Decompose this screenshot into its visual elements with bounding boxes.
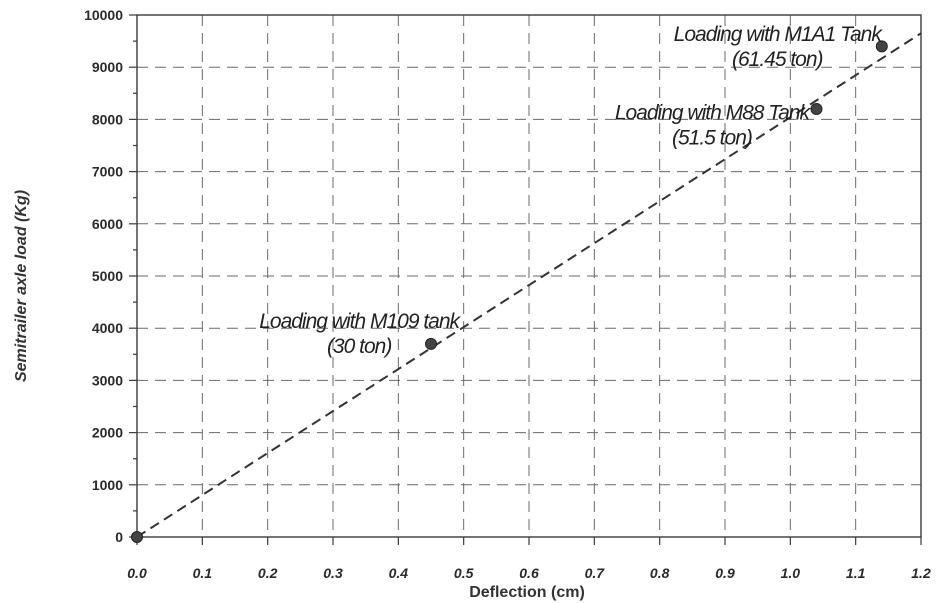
data-points [131,40,888,543]
annotation-line: Loading with M88 Tank [615,101,812,124]
y-tick-label: 7000 [92,164,123,180]
point-annotation: Loading with M1A1 Tank (61.45 ton) [674,23,884,71]
y-tick-label: 10000 [84,7,123,23]
x-tick-label: 0.4 [389,565,409,581]
y-tick-label: 3000 [92,372,123,388]
y-tick-label: 6000 [92,216,123,232]
x-tick-label: 0.0 [127,565,147,581]
x-tick-label: 1.2 [911,565,931,581]
grid [137,15,921,537]
x-tick-label: 0.1 [193,565,213,581]
y-axis-title: Semitrailer axle load (Kg) [13,190,30,382]
y-tick-label: 5000 [92,268,123,284]
y-tick-labels: 0 1000 2000 3000 4000 5000 6000 7000 8000 9000 100… [84,7,123,545]
y-tick-label: 2000 [92,425,123,441]
x-tick-label: 0.6 [519,565,539,581]
y-tick-label: 0 [115,529,123,545]
data-point [875,40,888,53]
x-tick-labels: 0.0 0.1 0.2 0.3 0.4 0.5 0.6 0.7 0.8 0.9 1.0 1.1 1.2 [127,565,931,581]
x-tick-label: 0.7 [585,565,606,581]
annotation-line: (61.45 ton) [732,48,823,71]
x-axis-title: Deflection (cm) [469,584,585,601]
y-tick-label: 1000 [92,477,123,493]
x-tick-label: 0.5 [454,565,474,581]
point-annotation: Loading with M88 Tank (51.5 ton) [615,101,812,149]
y-tick-label: 9000 [92,59,123,75]
y-tick-label: 8000 [92,111,123,127]
trend-line [136,32,922,538]
x-tick-label: 0.2 [258,565,278,581]
x-tick-label: 0.3 [323,565,343,581]
x-tick-label: 0.9 [715,565,735,581]
annotation-line: Loading with M1A1 Tank [674,23,884,46]
data-point [810,102,823,115]
x-tick-label: 0.8 [650,565,670,581]
y-tick-label: 4000 [92,320,123,336]
data-point [131,531,143,543]
x-tick-label: 1.1 [846,565,866,581]
annotation-line: Loading with M109 tank [259,310,461,333]
annotations: Loading with M109 tank (30 ton)Loading wi… [259,23,884,358]
x-tick-label: 1.0 [781,565,801,581]
annotation-line: (51.5 ton) [672,126,752,149]
point-annotation: Loading with M109 tank (30 ton) [259,310,461,358]
axis-ticks [129,14,922,545]
annotation-line: (30 ton) [327,335,391,358]
data-point [425,337,437,350]
